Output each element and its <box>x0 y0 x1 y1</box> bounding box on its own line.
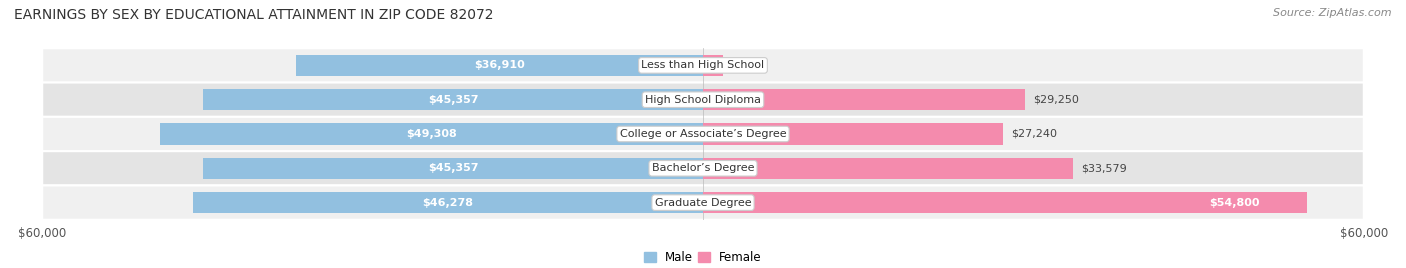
Text: $54,800: $54,800 <box>1209 198 1260 208</box>
Bar <box>193 192 703 213</box>
FancyBboxPatch shape <box>42 151 1364 185</box>
Bar <box>703 123 1002 145</box>
Text: $46,278: $46,278 <box>423 198 474 208</box>
Text: Bachelor’s Degree: Bachelor’s Degree <box>652 163 754 173</box>
Bar <box>160 123 703 145</box>
FancyBboxPatch shape <box>42 83 1364 117</box>
Text: $29,250: $29,250 <box>1033 95 1078 105</box>
Text: $45,357: $45,357 <box>427 95 478 105</box>
Bar <box>703 89 1025 110</box>
Text: $27,240: $27,240 <box>1011 129 1057 139</box>
Text: $33,579: $33,579 <box>1081 163 1126 173</box>
Bar <box>297 55 703 76</box>
FancyBboxPatch shape <box>42 185 1364 220</box>
Text: Graduate Degree: Graduate Degree <box>655 198 751 208</box>
Text: $45,357: $45,357 <box>427 163 478 173</box>
Text: Less than High School: Less than High School <box>641 60 765 70</box>
Text: High School Diploma: High School Diploma <box>645 95 761 105</box>
Text: $36,910: $36,910 <box>474 60 524 70</box>
Bar <box>204 158 703 179</box>
Legend: Male, Female: Male, Female <box>640 246 766 268</box>
Bar <box>703 158 1073 179</box>
Text: $0: $0 <box>731 60 745 70</box>
Text: College or Associate’s Degree: College or Associate’s Degree <box>620 129 786 139</box>
Bar <box>703 192 1306 213</box>
FancyBboxPatch shape <box>42 117 1364 151</box>
FancyBboxPatch shape <box>42 48 1364 83</box>
Bar <box>703 55 723 76</box>
Text: $49,308: $49,308 <box>406 129 457 139</box>
Bar <box>204 89 703 110</box>
Text: EARNINGS BY SEX BY EDUCATIONAL ATTAINMENT IN ZIP CODE 82072: EARNINGS BY SEX BY EDUCATIONAL ATTAINMEN… <box>14 8 494 22</box>
Text: Source: ZipAtlas.com: Source: ZipAtlas.com <box>1274 8 1392 18</box>
